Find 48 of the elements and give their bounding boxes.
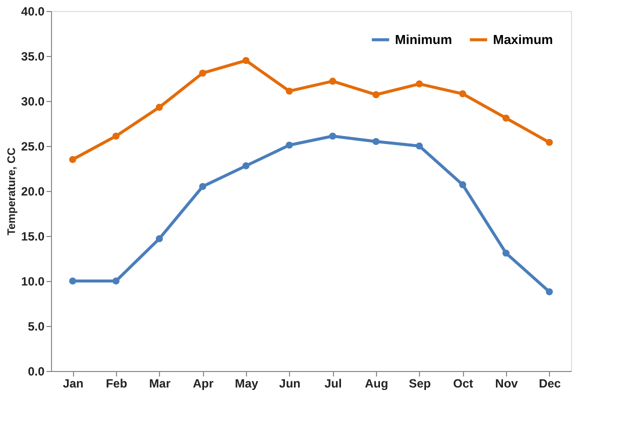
point — [69, 277, 76, 285]
x-tick-label: Apr — [192, 376, 214, 390]
y-tick-label: 35.0 — [21, 50, 45, 64]
point — [286, 88, 293, 95]
point — [502, 250, 510, 257]
x-tick-label: Oct — [453, 376, 474, 390]
point — [459, 90, 466, 98]
y-tick-label: 15.0 — [21, 230, 45, 244]
y-tick-label: 20.0 — [21, 184, 45, 198]
y-tick-label: 5.0 — [28, 320, 45, 334]
x-tick-label: Dec — [538, 376, 562, 390]
x-tick-label: Nov — [495, 376, 518, 390]
point — [372, 138, 380, 146]
legend-label: Maximum — [493, 32, 553, 47]
point — [502, 114, 510, 122]
x-tick-label: Sep — [408, 376, 431, 390]
y-tick-label: 40.0 — [21, 4, 45, 18]
point — [156, 104, 163, 111]
y-axis-title: Temperature, CC — [6, 148, 18, 236]
point — [546, 288, 553, 296]
point — [329, 78, 336, 85]
x-tick-label: May — [234, 376, 258, 390]
point — [199, 70, 206, 77]
point — [329, 132, 336, 140]
point — [112, 277, 120, 285]
y-tick-label: 25.0 — [21, 140, 45, 154]
y-tick-label: 10.0 — [21, 274, 45, 288]
x-tick-label: Jul — [324, 376, 342, 390]
x-tick-label: Jun — [279, 376, 301, 390]
point — [546, 138, 553, 146]
point — [459, 181, 466, 188]
legend-label: Minimum — [395, 32, 452, 47]
point — [416, 142, 423, 150]
point — [69, 156, 76, 164]
x-tick-label: Feb — [106, 376, 128, 390]
y-tick-label: 0.0 — [28, 364, 45, 378]
point — [156, 235, 163, 242]
point — [112, 132, 120, 140]
point — [242, 162, 250, 170]
point — [372, 91, 380, 98]
point — [199, 182, 206, 190]
x-tick-label: Mar — [149, 376, 171, 390]
y-tick-label: 30.0 — [21, 94, 45, 108]
point — [242, 56, 250, 64]
point — [286, 142, 293, 149]
x-tick-label: Jan — [62, 376, 84, 390]
point — [416, 80, 423, 88]
x-tick-label: Aug — [364, 376, 388, 390]
